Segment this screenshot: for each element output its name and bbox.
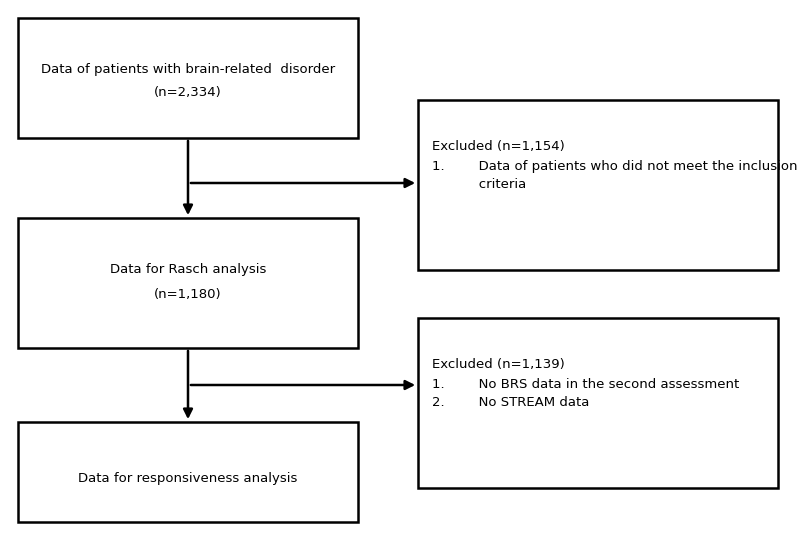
Bar bbox=[18, 18, 358, 138]
Text: 1.        No BRS data in the second assessment: 1. No BRS data in the second assessment bbox=[432, 378, 739, 391]
Text: criteria: criteria bbox=[432, 178, 526, 191]
Text: 1.        Data of patients who did not meet the inclusion: 1. Data of patients who did not meet the… bbox=[432, 160, 798, 173]
Text: Data for responsiveness analysis: Data for responsiveness analysis bbox=[78, 472, 298, 485]
Bar bbox=[18, 218, 358, 348]
Text: 2.        No STREAM data: 2. No STREAM data bbox=[432, 396, 590, 409]
Text: (n=2,334): (n=2,334) bbox=[154, 86, 222, 99]
Bar bbox=[18, 422, 358, 522]
Text: Excluded (n=1,154): Excluded (n=1,154) bbox=[432, 140, 565, 153]
Bar bbox=[418, 100, 778, 270]
Text: Excluded (n=1,139): Excluded (n=1,139) bbox=[432, 358, 565, 371]
Text: (n=1,180): (n=1,180) bbox=[154, 288, 222, 301]
Text: Data of patients with brain-related  disorder: Data of patients with brain-related diso… bbox=[41, 63, 335, 76]
Text: Data for Rasch analysis: Data for Rasch analysis bbox=[110, 263, 266, 276]
Bar bbox=[418, 318, 778, 488]
